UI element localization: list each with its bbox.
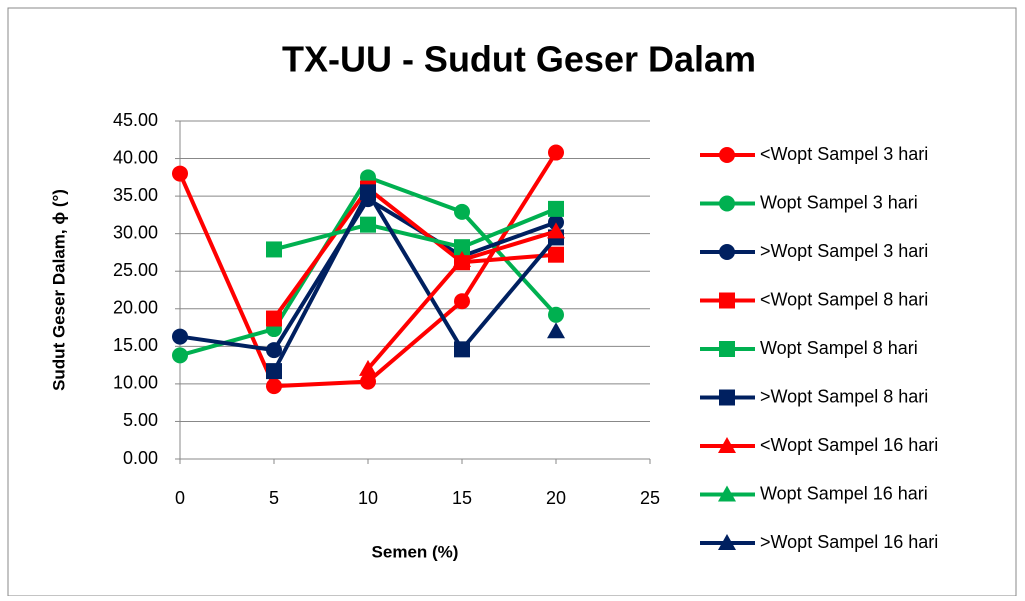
y-tick-label: 45.00 — [113, 110, 158, 130]
marker — [266, 363, 282, 380]
marker — [454, 341, 470, 358]
x-tick-label: 10 — [358, 488, 378, 508]
legend-label: <Wopt Sampel 8 hari — [760, 289, 928, 309]
marker — [719, 195, 735, 212]
marker — [719, 244, 735, 260]
marker — [718, 437, 736, 453]
legend-label: <Wopt Sampel 16 hari — [760, 435, 938, 455]
marker — [454, 293, 470, 310]
series-line — [272, 185, 557, 320]
marker — [266, 310, 282, 327]
marker — [360, 184, 376, 201]
legend-label: >Wopt Sampel 16 hari — [760, 532, 938, 552]
legend-label: >Wopt Sampel 8 hari — [760, 386, 928, 406]
marker — [172, 328, 188, 345]
marker — [172, 347, 188, 364]
marker — [718, 485, 736, 502]
legend-label: >Wopt Sampel 3 hari — [760, 241, 928, 261]
y-axis-label: Sudut Geser Dalam, ϕ (°) — [49, 189, 68, 391]
y-tick-label: 20.00 — [113, 298, 158, 318]
y-tick-label: 35.00 — [113, 185, 158, 205]
marker — [718, 534, 736, 550]
y-tick-label: 25.00 — [113, 260, 158, 280]
marker — [548, 200, 564, 217]
series-line — [272, 188, 558, 373]
marker — [547, 322, 565, 339]
marker — [548, 214, 564, 231]
marker — [266, 241, 282, 258]
y-tick-label: 30.00 — [113, 222, 158, 242]
marker — [266, 378, 282, 395]
marker — [719, 147, 735, 163]
x-tick-label: 25 — [640, 488, 660, 508]
x-tick-label: 5 — [269, 488, 279, 508]
y-tick-label: 0.00 — [123, 448, 158, 468]
marker — [548, 144, 564, 161]
legend-label: Wopt Sampel 16 hari — [760, 483, 928, 503]
y-tick-label: 10.00 — [113, 373, 158, 393]
x-tick-label: 15 — [452, 488, 472, 508]
marker — [453, 250, 471, 267]
marker — [266, 342, 282, 359]
marker — [548, 246, 564, 263]
marker — [360, 373, 376, 390]
legend-label: Wopt Sampel 3 hari — [760, 192, 918, 212]
marker — [719, 341, 735, 357]
marker — [454, 203, 470, 220]
legend-label: Wopt Sampel 8 hari — [760, 338, 918, 358]
x-tick-label: 20 — [546, 488, 566, 508]
chart-title: TX-UU - Sudut Geser Dalam — [282, 39, 756, 80]
y-tick-label: 5.00 — [123, 410, 158, 430]
marker — [719, 389, 735, 406]
series-line — [273, 207, 557, 252]
y-tick-label: 15.00 — [113, 335, 158, 355]
y-tick-label: 40.00 — [113, 147, 158, 167]
marker — [359, 359, 377, 376]
x-tick-label: 0 — [175, 488, 185, 508]
marker — [548, 306, 564, 323]
marker — [454, 239, 470, 256]
legend-label: <Wopt Sampel 3 hari — [760, 144, 928, 164]
marker — [719, 292, 735, 309]
marker — [360, 216, 376, 233]
marker — [172, 165, 188, 182]
marker — [547, 222, 565, 239]
chart-border — [7, 7, 1017, 597]
x-axis-label: Semen (%) — [372, 542, 459, 561]
